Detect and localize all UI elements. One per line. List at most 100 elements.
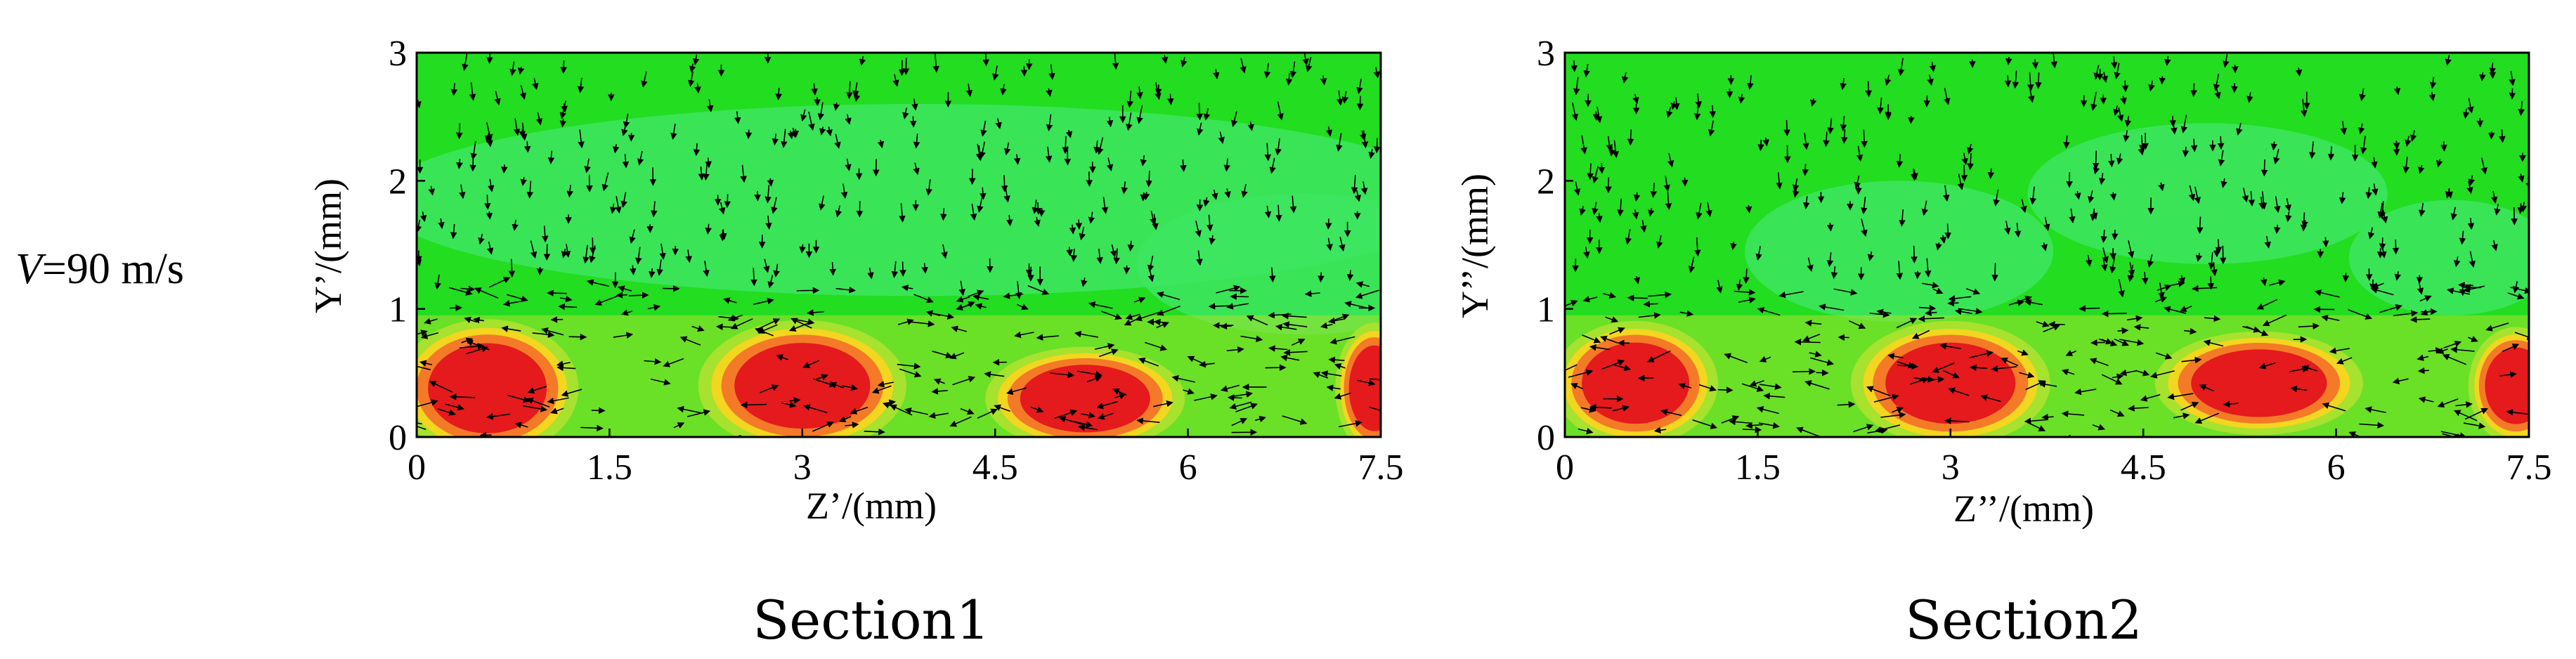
velocity-arrow xyxy=(1612,140,1620,159)
velocity-arrow xyxy=(1096,400,1118,410)
velocity-arrow xyxy=(2274,196,2281,214)
velocity-arrow xyxy=(456,159,463,169)
velocity-arrow xyxy=(2242,188,2249,203)
velocity-arrow xyxy=(1302,53,1309,66)
velocity-arrow xyxy=(2409,130,2417,142)
velocity-arrow xyxy=(1147,255,1154,273)
velocity-arrow xyxy=(1957,174,1965,190)
velocity-arrow xyxy=(2518,100,2525,116)
velocity-arrow xyxy=(1145,341,1168,351)
velocity-arrow xyxy=(1194,393,1218,401)
velocity-arrow xyxy=(2510,287,2529,294)
velocity-arrow xyxy=(802,360,819,368)
velocity-arrow xyxy=(2246,325,2269,337)
velocity-arrow xyxy=(1098,348,1119,358)
velocity-arrow xyxy=(834,133,841,149)
velocity-arrow xyxy=(617,285,632,292)
velocity-arrow xyxy=(933,378,945,385)
velocity-arrow xyxy=(2462,108,2470,119)
velocity-arrow xyxy=(677,405,701,414)
velocity-arrow xyxy=(2138,135,2146,152)
velocity-arrow xyxy=(722,297,737,304)
velocity-arrow xyxy=(1948,295,1972,302)
velocity-arrow xyxy=(1869,311,1890,318)
velocity-arrow xyxy=(2246,92,2253,103)
velocity-arrow xyxy=(2260,159,2268,177)
velocity-arrow xyxy=(773,263,780,278)
velocity-arrow xyxy=(629,265,637,275)
velocity-arrow xyxy=(2158,282,2165,299)
velocity-arrow xyxy=(1195,221,1202,237)
velocity-arrow xyxy=(2480,157,2487,175)
velocity-arrow xyxy=(1282,321,1308,328)
velocity-arrow xyxy=(2164,56,2171,66)
velocity-arrow xyxy=(1792,178,1800,192)
velocity-arrow xyxy=(1600,335,1618,344)
velocity-arrow xyxy=(1304,290,1320,297)
velocity-arrow xyxy=(1745,422,1763,429)
velocity-arrow xyxy=(659,243,666,260)
velocity-arrow xyxy=(584,158,591,174)
velocity-arrow xyxy=(1580,135,1587,155)
velocity-arrow xyxy=(2109,257,2116,274)
velocity-arrow xyxy=(1145,170,1152,188)
plot-frame xyxy=(1563,51,2530,438)
velocity-arrow xyxy=(1058,416,1084,426)
velocity-arrow xyxy=(609,203,617,214)
velocity-arrow xyxy=(1918,315,1944,322)
velocity-arrow xyxy=(811,83,818,96)
velocity-arrow xyxy=(904,407,928,415)
velocity-arrow xyxy=(2380,245,2387,259)
velocity-arrow xyxy=(691,325,705,332)
velocity-arrow xyxy=(1218,131,1225,144)
velocity-arrow xyxy=(1759,383,1782,391)
velocity-arrow xyxy=(434,274,441,290)
velocity-arrow xyxy=(992,65,999,81)
velocity-arrow xyxy=(517,66,525,75)
velocity-arrow xyxy=(2393,86,2401,96)
velocity-arrow xyxy=(1154,81,1162,100)
velocity-arrow xyxy=(2043,324,2060,333)
velocity-arrow xyxy=(842,384,858,391)
velocity-arrow xyxy=(1241,183,1248,198)
velocity-arrow xyxy=(2111,229,2119,241)
velocity-arrow xyxy=(2273,148,2280,164)
velocity-arrow xyxy=(913,294,934,304)
velocity-arrow xyxy=(1944,417,1970,424)
x-tick-label: 1.5 xyxy=(1735,448,1781,488)
velocity-arrow xyxy=(464,316,478,324)
velocity-arrow xyxy=(1796,426,1821,437)
velocity-arrow xyxy=(2338,192,2346,204)
velocity-arrow xyxy=(1918,376,1945,383)
velocity-arrow xyxy=(459,184,466,200)
velocity-arrow xyxy=(1827,118,1834,135)
velocity-arrow xyxy=(1991,263,1998,282)
velocity-arrow xyxy=(2121,80,2129,93)
velocity-arrow xyxy=(730,318,753,330)
velocity-arrow xyxy=(1921,200,1929,216)
y-tick-label: 3 xyxy=(389,34,407,74)
velocity-arrow xyxy=(469,157,476,172)
velocity-arrow xyxy=(925,178,932,196)
velocity-arrow xyxy=(687,409,711,417)
velocity-arrow xyxy=(2367,227,2375,240)
velocity-arrow xyxy=(2298,322,2320,330)
velocity-arrow xyxy=(1602,292,1617,299)
velocity-arrow xyxy=(2147,254,2154,268)
velocity-arrow xyxy=(2159,76,2166,85)
velocity-arrow xyxy=(952,376,976,386)
velocity-arrow xyxy=(1762,137,1769,147)
velocity-arrow xyxy=(1213,69,1220,79)
velocity-arrow xyxy=(559,119,567,128)
velocity-arrow xyxy=(1743,268,1750,285)
velocity-arrow xyxy=(2109,192,2117,201)
velocity-arrow xyxy=(2322,237,2329,248)
x-tick-label: 4.5 xyxy=(2121,448,2166,488)
velocity-arrow xyxy=(1078,424,1098,431)
velocity-arrow xyxy=(956,296,970,303)
velocity-arrow xyxy=(1336,90,1344,106)
velocity-arrow xyxy=(641,71,648,88)
hot-spot-contour xyxy=(1582,342,1690,424)
velocity-arrow xyxy=(1648,291,1672,299)
velocity-arrow xyxy=(2213,73,2220,91)
